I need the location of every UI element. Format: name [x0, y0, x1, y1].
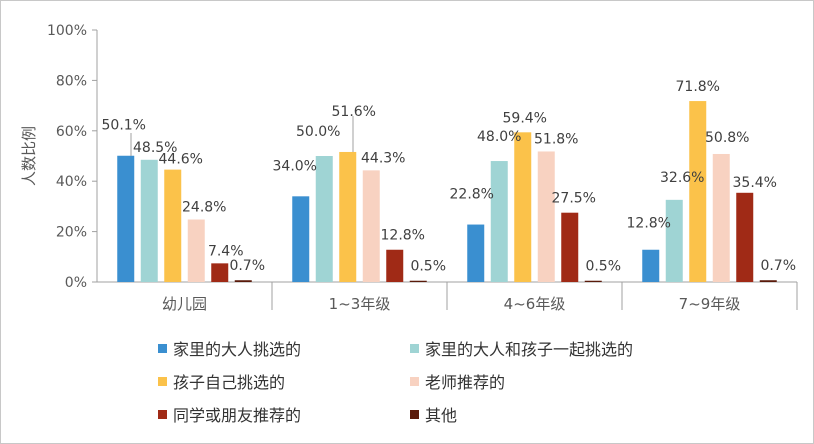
data-label: 35.4%: [733, 175, 777, 191]
bar-1-3: [665, 199, 683, 282]
y-tick-label: 80%: [56, 73, 87, 89]
x-category-label: 幼儿园: [162, 295, 207, 313]
data-label: 34.0%: [273, 158, 317, 174]
y-tick-label: 0%: [65, 275, 87, 291]
data-label: 71.8%: [676, 79, 720, 95]
x-category-label: 4~6年级: [504, 295, 566, 313]
bar-1-0: [140, 159, 158, 282]
bar-0-2: [467, 224, 485, 282]
data-label: 0.7%: [760, 258, 796, 274]
bar-4-2: [561, 212, 579, 282]
data-label: 32.6%: [660, 170, 704, 186]
y-tick-label: 60%: [56, 124, 87, 140]
bar-5-3: [759, 280, 777, 282]
x-category-label: 1~3年级: [329, 295, 391, 313]
bar-1-1: [315, 156, 333, 282]
bar-0-0: [117, 155, 135, 282]
bar-5-2: [584, 280, 602, 282]
bar-5-1: [409, 280, 427, 282]
bar-2-2: [514, 132, 532, 282]
data-label: 59.4%: [503, 110, 547, 126]
data-label: 0.5%: [585, 259, 621, 275]
y-tick-label: 40%: [56, 174, 87, 190]
bar-1-2: [490, 161, 508, 282]
y-tick-label: 20%: [56, 225, 87, 241]
bar-3-3: [712, 153, 730, 282]
bar-4-3: [736, 192, 754, 282]
data-label: 27.5%: [552, 191, 596, 207]
data-label: 0.7%: [229, 258, 265, 274]
data-label: 12.8%: [627, 216, 671, 232]
bar-3-1: [362, 170, 380, 282]
data-label: 51.8%: [534, 131, 578, 147]
data-label: 22.8%: [450, 187, 494, 203]
bar-4-1: [386, 249, 404, 282]
data-label: 7.4%: [208, 243, 244, 259]
x-category-label: 7~9年级: [679, 295, 741, 313]
data-label: 51.6%: [332, 104, 376, 120]
y-axis-title: 人数比例: [20, 126, 38, 186]
bar-0-1: [292, 196, 310, 282]
data-label: 50.1%: [102, 118, 146, 134]
bar-2-1: [339, 151, 357, 282]
data-label: 48.0%: [477, 129, 521, 145]
bar-0-3: [642, 249, 660, 282]
data-label: 50.8%: [705, 130, 749, 146]
data-label: 44.6%: [159, 152, 203, 168]
data-label: 24.8%: [182, 200, 226, 216]
data-label: 50.0%: [296, 124, 340, 140]
bar-2-3: [689, 101, 707, 283]
bar-5-0: [234, 280, 252, 282]
data-label: 48.5%: [133, 140, 177, 156]
data-label: 44.3%: [361, 150, 405, 166]
data-label: 12.8%: [381, 228, 425, 244]
bar-4-0: [211, 263, 229, 282]
bar-2-0: [164, 169, 182, 282]
y-tick-label: 100%: [47, 23, 87, 39]
bar-3-2: [537, 151, 555, 282]
data-label: 0.5%: [410, 259, 446, 275]
bar-3-0: [187, 219, 205, 282]
